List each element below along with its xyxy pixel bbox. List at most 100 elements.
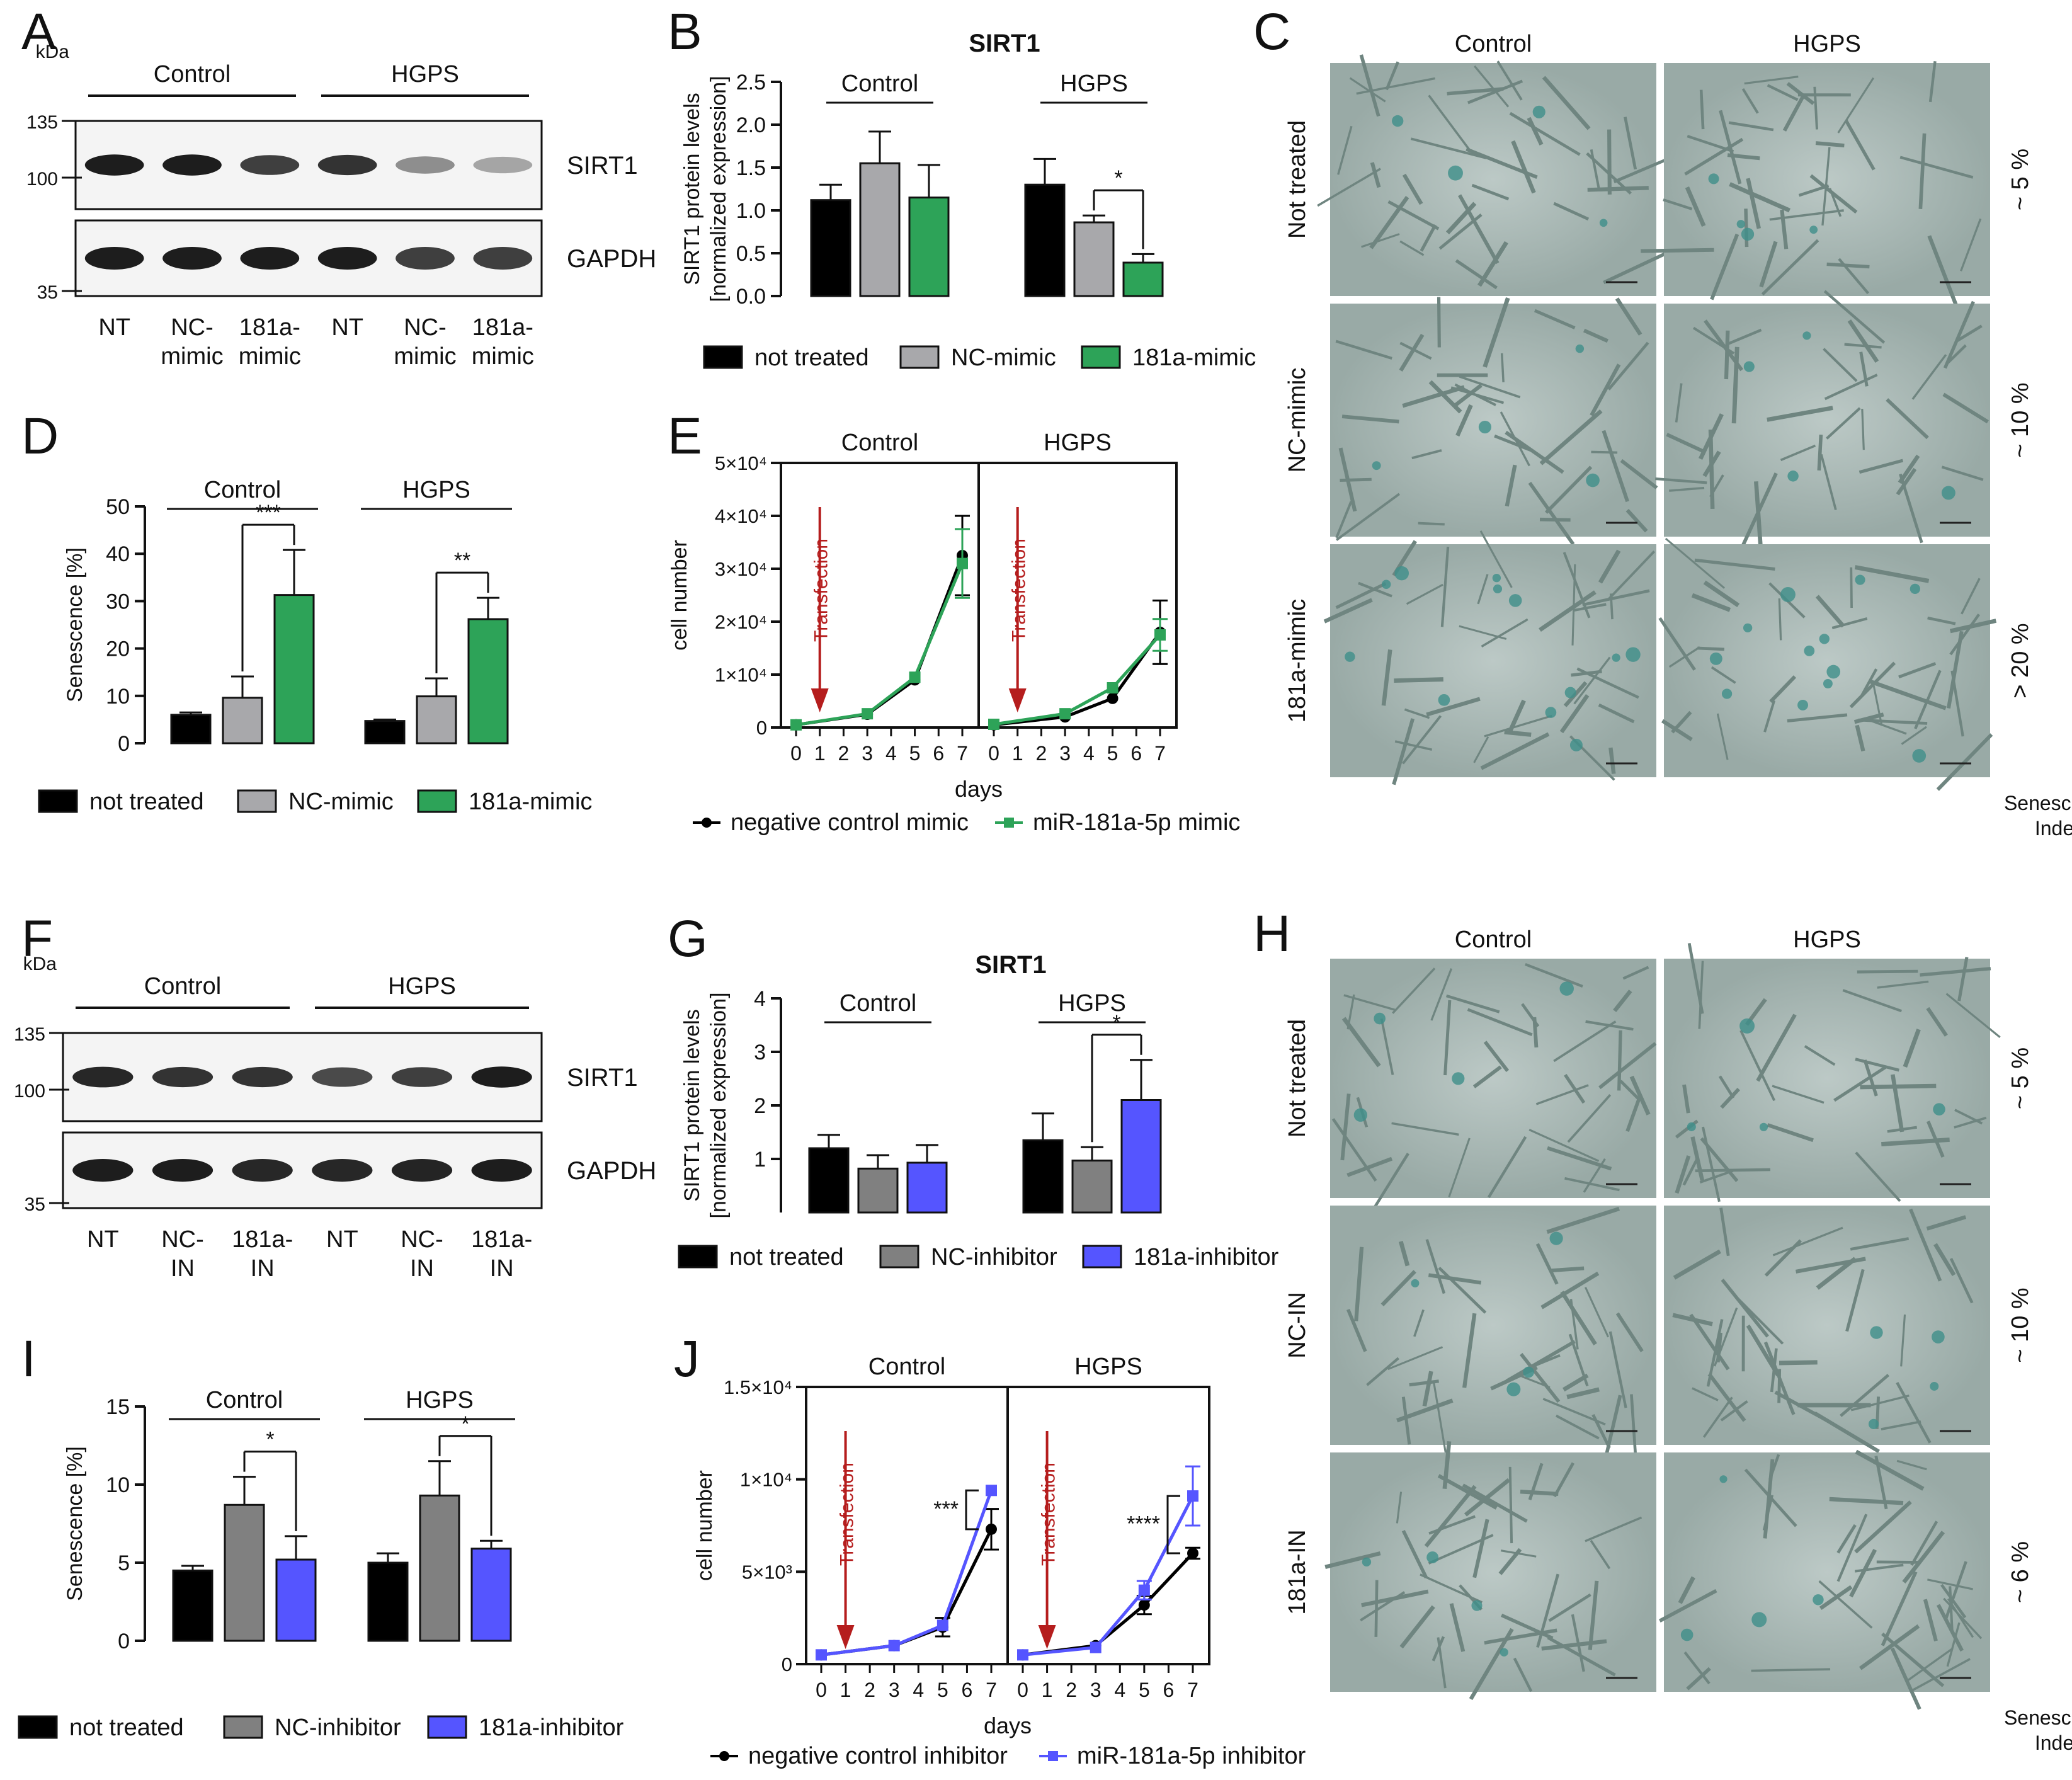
- bar: [1120, 1099, 1162, 1214]
- cell: [1590, 363, 1621, 416]
- cell: [1535, 1243, 1559, 1285]
- bar: [470, 1548, 512, 1642]
- cell: [1437, 1474, 1498, 1510]
- bar: [367, 1561, 409, 1642]
- cell: [1710, 233, 1739, 300]
- cell: [1540, 1271, 1600, 1309]
- stained-cell: [1719, 1475, 1728, 1483]
- y-tick-label: 3×10⁴: [715, 558, 767, 580]
- cell: [1501, 1613, 1554, 1640]
- cell: [1567, 1094, 1612, 1143]
- x-tick-label: 4: [885, 742, 897, 765]
- cell: [1587, 186, 1649, 192]
- cell: [1520, 1490, 1559, 1497]
- column-label: HGPS: [1793, 31, 1861, 57]
- stained-cell: [1823, 678, 1833, 688]
- bar: [1071, 1160, 1113, 1214]
- stained-cell: [1687, 1122, 1696, 1131]
- cell: [1349, 77, 1386, 103]
- marker-label: 35: [37, 282, 58, 303]
- stained-cell: [1500, 1648, 1508, 1657]
- data-point: [1138, 1584, 1150, 1596]
- legend-swatch: [38, 789, 78, 813]
- x-tick-label: 6: [962, 1679, 973, 1701]
- cell: [1855, 1058, 1899, 1072]
- micrograph-grid-H: Control HGPS Not treated ~ 5 % NC-IN ~ 10 % 18…: [1284, 927, 2072, 1754]
- cell: [1619, 1080, 1642, 1102]
- band: [84, 247, 144, 270]
- cell: [1850, 1237, 1910, 1251]
- cell: [1447, 87, 1504, 96]
- cell: [1437, 1637, 1447, 1689]
- data-point: [986, 1523, 997, 1535]
- bar: [1024, 183, 1066, 297]
- cell: [1770, 1348, 1778, 1393]
- cell: [1527, 117, 1544, 146]
- legend-marker: [702, 818, 712, 828]
- micrograph: [1330, 1206, 1656, 1445]
- column-label: HGPS: [1793, 927, 1861, 953]
- panel-label-C: C: [1253, 3, 1290, 60]
- data-point: [986, 1485, 997, 1497]
- x-tick-label: 6: [1130, 742, 1142, 765]
- cell: [1779, 1360, 1818, 1366]
- band: [152, 1066, 213, 1088]
- group-label: Control: [206, 1387, 283, 1413]
- stained-cell: [1751, 1612, 1767, 1628]
- cell: [1555, 1414, 1600, 1440]
- lane-label: 181a-: [471, 1226, 532, 1253]
- y-tick-label: 0: [756, 717, 767, 739]
- lane-label: NT: [98, 314, 130, 341]
- legend-swatch: [703, 345, 743, 369]
- legend-marker: [719, 1751, 729, 1761]
- panel-label-G: G: [668, 910, 708, 967]
- y-tick-label: 5: [118, 1551, 130, 1575]
- x-tick-label: 7: [957, 742, 968, 765]
- cell: [1603, 252, 1666, 285]
- y-tick-label: 1×10⁴: [740, 1469, 792, 1491]
- cell: [1564, 1074, 1586, 1104]
- legend-label: 181a-inhibitor: [479, 1714, 624, 1741]
- cell: [1422, 1371, 1433, 1407]
- stained-cell: [1508, 594, 1522, 607]
- cell: [1857, 969, 1918, 974]
- cell: [1701, 1126, 1721, 1202]
- cell: [1553, 1462, 1575, 1498]
- group-label: Control: [204, 477, 282, 503]
- cell: [1459, 375, 1521, 399]
- cell: [1859, 1624, 1920, 1670]
- cell: [1525, 962, 1583, 988]
- cell: [1954, 1116, 1987, 1129]
- cell: [1583, 1158, 1606, 1193]
- cell: [1432, 1380, 1449, 1461]
- stained-cell: [1362, 1557, 1372, 1567]
- band: [232, 1066, 293, 1088]
- cell: [1899, 474, 1923, 544]
- y-axis-label: cell number: [693, 1470, 717, 1581]
- cell: [1669, 486, 1705, 492]
- cell: [1910, 1520, 1938, 1566]
- kda-unit: kDa: [23, 954, 57, 974]
- row-label: NC-IN: [1284, 1292, 1311, 1359]
- cell: [1909, 1658, 1971, 1693]
- stained-cell: [1787, 471, 1799, 482]
- cell: [1573, 603, 1607, 612]
- cell: [1425, 1239, 1446, 1294]
- bar: [857, 1167, 899, 1214]
- y-tick-label: 1×10⁴: [715, 664, 767, 686]
- cell: [1886, 398, 1929, 440]
- legend-label: NC-mimic: [288, 789, 394, 815]
- bar: [1022, 1139, 1064, 1214]
- cell: [1455, 259, 1498, 290]
- cell: [1756, 1013, 1797, 1082]
- cell: [1728, 121, 1774, 132]
- chart-title: SIRT1: [969, 30, 1040, 57]
- cell: [1836, 1514, 1868, 1582]
- senescence-index: ~ 5 %: [2007, 149, 2034, 210]
- band: [162, 154, 222, 176]
- cell: [1943, 300, 1975, 369]
- cell: [1926, 1007, 1948, 1037]
- cell: [1452, 384, 1483, 408]
- cell: [1872, 685, 1883, 725]
- cell: [1763, 700, 1776, 733]
